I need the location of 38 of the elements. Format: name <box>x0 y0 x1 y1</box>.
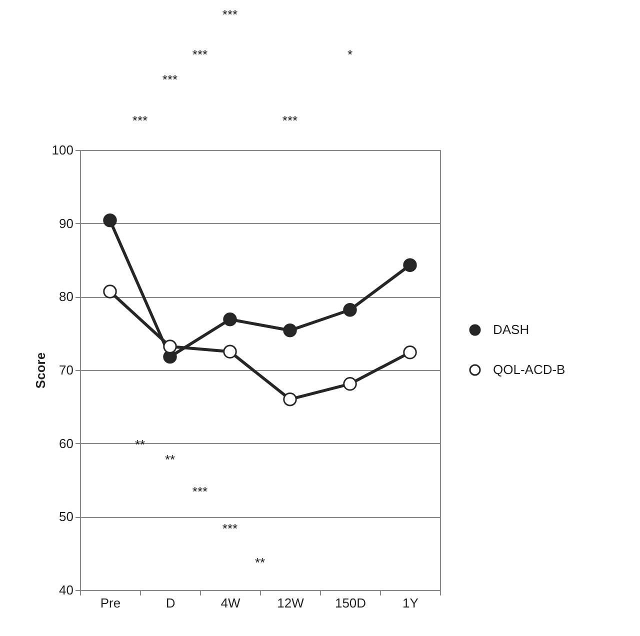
x-tick-label: 150D <box>334 596 366 610</box>
legend-label: QOL-ACD-B <box>493 362 566 377</box>
point <box>283 392 297 406</box>
text: *** <box>132 113 148 128</box>
point <box>103 284 117 298</box>
point <box>403 346 417 360</box>
y-tick-label: 90 <box>59 216 74 231</box>
text: *** <box>222 7 238 22</box>
annotation: *** <box>192 484 208 499</box>
y-tick-label: 40 <box>59 582 74 598</box>
text: *** <box>162 72 178 87</box>
y-tick-label: 70 <box>59 362 74 378</box>
y-tick-label: 80 <box>59 289 74 304</box>
x-tick-label: 1Y <box>402 596 419 610</box>
x-tick-label: 12W <box>277 596 305 610</box>
y-tick-label: 50 <box>59 509 74 524</box>
y-tick-label: 60 <box>59 436 74 451</box>
x-tick-label: Pre <box>100 596 121 610</box>
point <box>223 344 237 359</box>
annotation: ** <box>254 555 266 570</box>
text: *** <box>282 113 298 128</box>
annotation: ** <box>134 437 146 452</box>
text: * <box>347 47 353 62</box>
point <box>343 303 357 317</box>
text: *** <box>192 47 208 62</box>
point <box>163 340 177 354</box>
point <box>283 324 297 338</box>
x-tick-label: 4W <box>220 596 241 610</box>
y-axis-title: Score <box>32 352 48 389</box>
point <box>403 258 417 272</box>
point <box>103 214 117 228</box>
x-tick-label: D <box>166 596 176 610</box>
annotation: *** <box>222 521 238 536</box>
point <box>223 312 237 326</box>
annotation: ** <box>164 452 176 467</box>
legend-label: DASH <box>493 322 530 337</box>
y-tick-label: 100 <box>52 142 74 158</box>
point <box>343 377 357 391</box>
